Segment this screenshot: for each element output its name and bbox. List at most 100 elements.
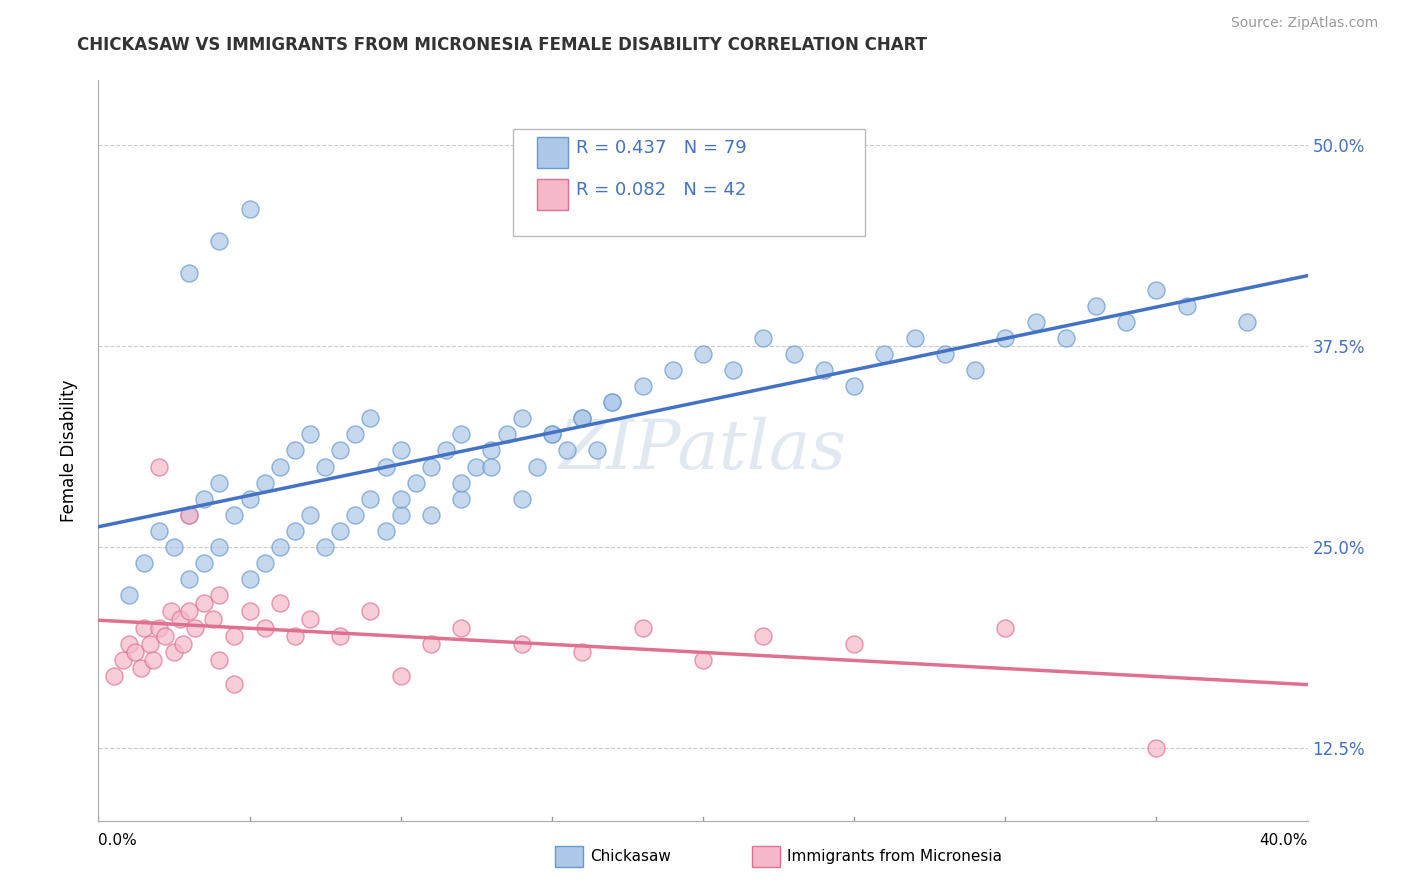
Text: Chickasaw: Chickasaw (591, 849, 672, 863)
Point (344, 427, 367, 442)
Point (450, 620, 472, 634)
Point (374, 524, 396, 538)
Point (904, 331, 927, 345)
Point (111, 653, 134, 667)
Point (1175, 299, 1198, 313)
Point (510, 491, 533, 506)
Point (844, 379, 866, 393)
Point (172, 637, 194, 651)
Point (450, 475, 472, 490)
Point (389, 669, 412, 683)
Point (253, 556, 276, 570)
Point (631, 620, 654, 634)
Point (208, 653, 231, 667)
Point (389, 508, 412, 522)
Point (692, 347, 714, 361)
Point (299, 508, 322, 522)
Text: CHICKASAW VS IMMIGRANTS FROM MICRONESIA FEMALE DISABILITY CORRELATION CHART: CHICKASAW VS IMMIGRANTS FROM MICRONESIA … (77, 36, 928, 54)
Point (179, 572, 201, 586)
Point (148, 459, 170, 474)
Point (344, 508, 367, 522)
Point (193, 596, 215, 610)
Point (153, 628, 176, 642)
Point (132, 620, 155, 634)
Point (965, 363, 987, 377)
Text: Source: ZipAtlas.com: Source: ZipAtlas.com (1230, 16, 1378, 29)
Point (179, 267, 201, 281)
Point (1054, 331, 1077, 345)
Point (994, 620, 1017, 634)
Text: R = 0.082   N = 42: R = 0.082 N = 42 (576, 181, 747, 199)
Point (239, 202, 262, 216)
Point (314, 540, 336, 554)
Point (224, 677, 246, 691)
Point (540, 427, 562, 442)
Point (420, 459, 443, 474)
Text: Immigrants from Micronesia: Immigrants from Micronesia (787, 849, 1002, 863)
Point (329, 524, 352, 538)
Point (481, 459, 503, 474)
Point (299, 427, 322, 442)
Point (284, 443, 307, 458)
Point (994, 331, 1017, 345)
Point (179, 508, 201, 522)
Point (208, 540, 231, 554)
Point (723, 363, 745, 377)
Point (389, 443, 412, 458)
Point (465, 459, 488, 474)
Point (602, 395, 624, 409)
Point (752, 628, 775, 642)
Point (208, 588, 231, 602)
Point (360, 604, 382, 618)
Point (179, 508, 201, 522)
Point (481, 443, 503, 458)
Point (783, 347, 806, 361)
Point (1146, 741, 1168, 756)
Point (571, 411, 593, 425)
Point (526, 459, 548, 474)
Point (1146, 283, 1168, 297)
Point (169, 612, 191, 626)
Point (510, 637, 533, 651)
Point (555, 443, 578, 458)
Point (692, 653, 714, 667)
Point (434, 443, 457, 458)
Point (124, 645, 146, 659)
Point (139, 637, 162, 651)
Text: 40.0%: 40.0% (1260, 833, 1308, 847)
Point (160, 604, 183, 618)
Point (389, 491, 412, 506)
Point (844, 637, 866, 651)
Point (239, 491, 262, 506)
Point (148, 524, 170, 538)
Point (129, 661, 152, 675)
Point (239, 572, 262, 586)
Point (495, 427, 517, 442)
Point (602, 395, 624, 409)
Point (202, 612, 225, 626)
Point (118, 637, 141, 651)
Point (374, 459, 396, 474)
Point (284, 524, 307, 538)
Point (269, 540, 291, 554)
Point (813, 363, 835, 377)
Point (360, 491, 382, 506)
Point (193, 556, 215, 570)
Point (142, 653, 165, 667)
Point (299, 612, 322, 626)
Point (329, 443, 352, 458)
Point (510, 411, 533, 425)
Point (224, 508, 246, 522)
Point (360, 411, 382, 425)
Text: R = 0.437   N = 79: R = 0.437 N = 79 (576, 139, 747, 157)
Point (103, 669, 125, 683)
Point (253, 475, 276, 490)
Point (661, 363, 683, 377)
Point (586, 443, 609, 458)
Point (752, 331, 775, 345)
Point (184, 620, 207, 634)
Point (1236, 315, 1258, 329)
Point (148, 620, 170, 634)
Point (405, 475, 427, 490)
Point (118, 588, 141, 602)
